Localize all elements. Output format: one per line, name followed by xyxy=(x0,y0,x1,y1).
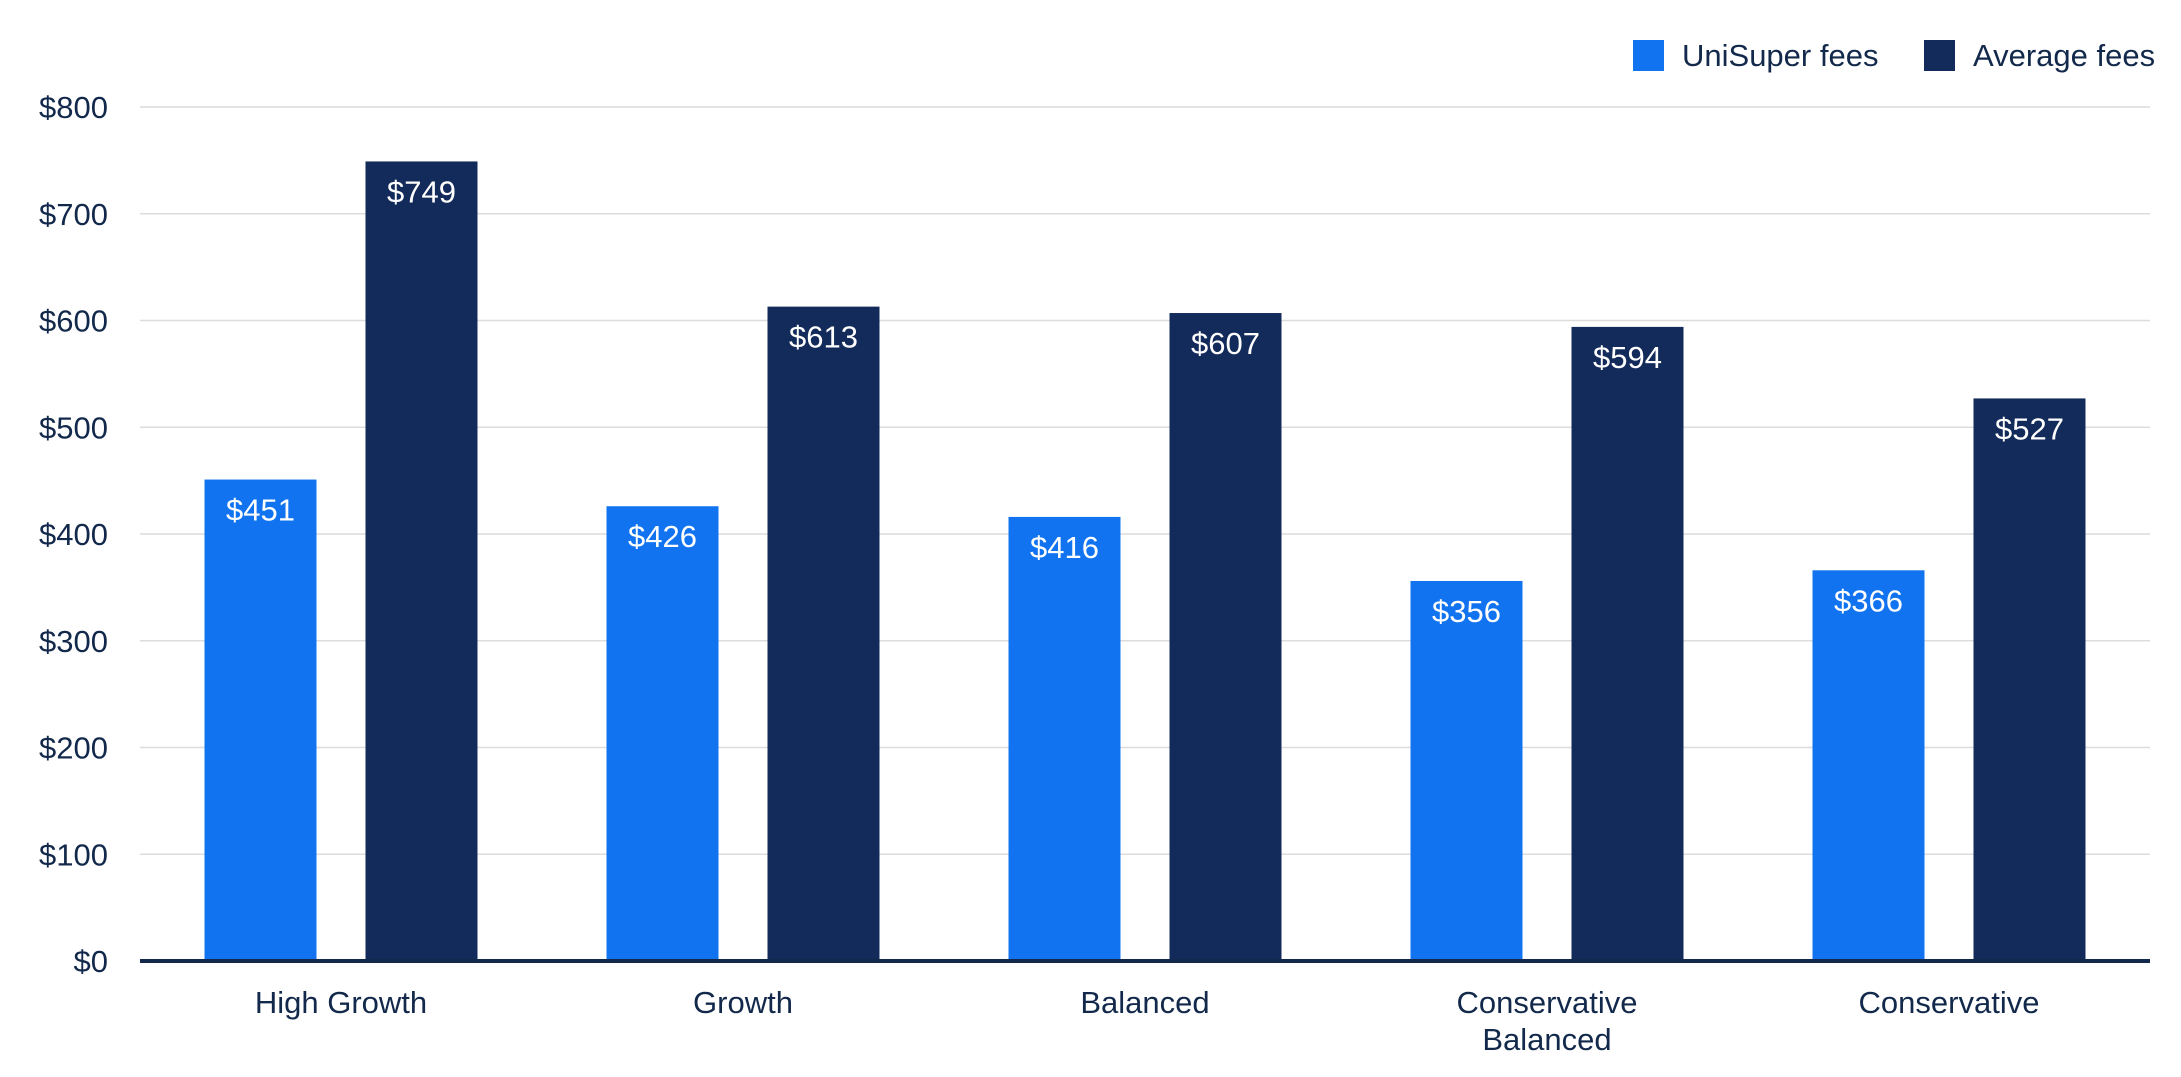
x-category-label-line: Balanced xyxy=(1482,1022,1611,1057)
data-label: $416 xyxy=(1030,530,1099,565)
data-label: $613 xyxy=(789,320,858,355)
legend-swatch-unisuper xyxy=(1633,40,1664,71)
data-label: $594 xyxy=(1593,340,1662,375)
y-tick-label: $100 xyxy=(39,837,108,872)
x-category-label-line: High Growth xyxy=(255,985,427,1020)
x-category-label: High Growth xyxy=(255,985,427,1020)
data-label: $356 xyxy=(1432,594,1501,629)
x-axis: High Growth Growth Balanced Conservative Bal… xyxy=(140,959,2150,1057)
y-tick-label: $0 xyxy=(74,944,108,979)
x-category-label: Conservative xyxy=(1859,985,2040,1020)
data-labels: $451 $749 $426 $613 $416 $607 $356 $594 $366 $527 xyxy=(226,174,2064,629)
legend-label-average: Average fees xyxy=(1973,38,2155,73)
x-category-label-line: Growth xyxy=(693,985,793,1020)
x-category-label: Growth xyxy=(693,985,793,1020)
y-tick-label: $200 xyxy=(39,731,108,766)
y-tick-label: $500 xyxy=(39,410,108,445)
bars xyxy=(204,161,2086,962)
bar-unisuper-4 xyxy=(1812,570,1925,961)
data-label: $451 xyxy=(226,493,295,528)
bar-unisuper-1 xyxy=(606,506,719,961)
x-category-label-line: Balanced xyxy=(1080,985,1209,1020)
data-label: $426 xyxy=(628,519,697,554)
data-label: $527 xyxy=(1995,411,2064,446)
data-label: $749 xyxy=(387,174,456,209)
data-label: $607 xyxy=(1191,326,1260,361)
bar-average-0 xyxy=(365,161,478,961)
legend-label-unisuper: UniSuper fees xyxy=(1682,38,1878,73)
x-category-label-line: Conservative xyxy=(1859,985,2040,1020)
legend-swatch-average xyxy=(1924,40,1955,71)
bar-average-3 xyxy=(1571,326,1684,961)
y-tick-label: $800 xyxy=(39,90,108,125)
bar-average-4 xyxy=(1973,398,2086,961)
x-category-label: Balanced xyxy=(1080,985,1209,1020)
bar-unisuper-2 xyxy=(1008,516,1121,961)
y-tick-label: $700 xyxy=(39,197,108,232)
bar-average-1 xyxy=(767,306,880,961)
bar-average-2 xyxy=(1169,313,1282,962)
x-category-label-line: Conservative xyxy=(1457,985,1638,1020)
y-tick-label: $600 xyxy=(39,304,108,339)
x-category-label: Conservative Balanced xyxy=(1457,985,1638,1057)
bar-unisuper-0 xyxy=(204,479,317,961)
data-label: $366 xyxy=(1834,583,1903,618)
y-axis: $0 $100 $200 $300 $400 $500 $600 $700 $800 xyxy=(39,90,108,979)
y-tick-label: $300 xyxy=(39,624,108,659)
y-tick-label: $400 xyxy=(39,517,108,552)
bar-unisuper-3 xyxy=(1410,580,1523,961)
legend: UniSuper fees Average fees xyxy=(1633,38,2155,73)
